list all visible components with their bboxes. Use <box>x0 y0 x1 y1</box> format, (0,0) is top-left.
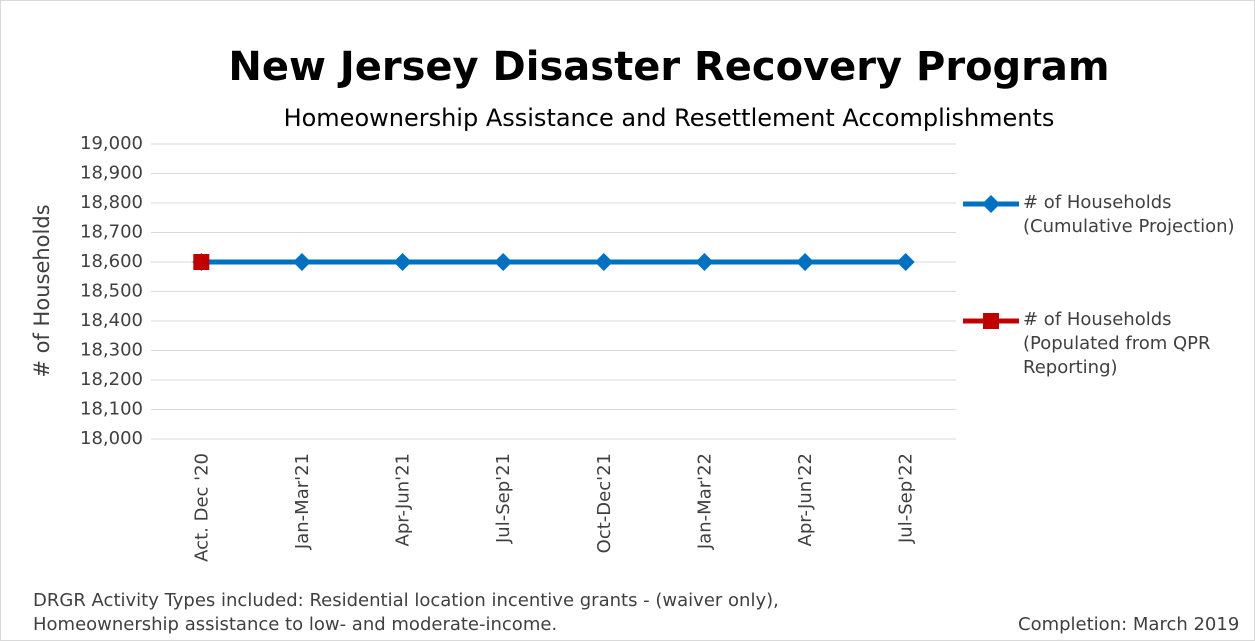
legend-marker <box>982 195 1000 213</box>
x-tick-label: Oct-Dec'21 <box>594 453 615 553</box>
footnote: DRGR Activity Types included: Residentia… <box>33 590 779 635</box>
x-tick-label: Jul-Sep'21 <box>493 453 514 544</box>
chart-title: New Jersey Disaster Recovery Program <box>228 44 1109 90</box>
x-tick-label: Apr-Jun'21 <box>393 453 414 546</box>
x-tick-label: Jan-Mar'22 <box>694 453 715 550</box>
completion-note: Completion: March 2019 <box>1018 614 1240 635</box>
y-tick-label: 18,500 <box>80 281 143 302</box>
legend-marker <box>983 313 999 329</box>
y-tick-label: 18,600 <box>80 251 143 272</box>
y-tick-label: 18,200 <box>80 369 143 390</box>
data-point <box>494 253 513 271</box>
x-tick-label: Act. Dec '20 <box>191 453 212 562</box>
y-axis-label: # of Households <box>30 204 54 377</box>
data-point <box>393 253 412 271</box>
x-tick-label: Jul-Sep'22 <box>896 453 917 544</box>
y-tick-label: 18,700 <box>80 222 143 243</box>
y-tick-label: 19,000 <box>80 133 143 154</box>
legend-entry: # of Households (Populated from QPR Repo… <box>1023 309 1211 378</box>
y-tick-label: 18,900 <box>80 163 143 184</box>
y-tick-label: 18,100 <box>80 399 143 420</box>
data-point <box>695 253 714 271</box>
x-tick-label: Jan-Mar'21 <box>292 453 313 550</box>
data-point <box>292 253 311 271</box>
chart-subtitle: Homeownership Assistance and Resettlemen… <box>284 104 1055 132</box>
y-tick-label: 18,400 <box>80 310 143 331</box>
data-point <box>193 254 210 270</box>
y-tick-label: 18,000 <box>80 428 143 449</box>
legend-entry: # of Households (Cumulative Projection) <box>1023 192 1235 237</box>
y-tick-label: 18,300 <box>80 340 143 361</box>
data-point <box>796 253 815 271</box>
data-point <box>896 253 915 271</box>
y-tick-label: 18,800 <box>80 192 143 213</box>
data-point <box>594 253 613 271</box>
x-tick-label: Apr-Jun'22 <box>795 453 816 546</box>
